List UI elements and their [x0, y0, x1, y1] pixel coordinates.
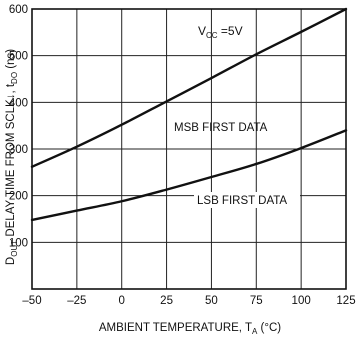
series-label-msb: MSB FIRST DATA [174, 122, 268, 134]
series-label-lsb: LSB FIRST DATA [197, 195, 287, 207]
x-tick-label: 75 [250, 295, 263, 307]
tick-labels: –50 –25 0 25 50 75 100 125 100 200 300 400 500 600 [9, 4, 356, 307]
x-tick-label: –25 [67, 295, 86, 307]
y-tick-label: 400 [9, 97, 28, 109]
series-line-msb [30, 7, 348, 168]
x-tick-label: 50 [205, 295, 218, 307]
vcc-rest: =5V [218, 24, 243, 38]
y-tick-label: 100 [9, 237, 28, 249]
y-tick-label: 300 [9, 144, 28, 156]
series-line-lsb [30, 129, 348, 222]
vcc-sub: CC [206, 31, 218, 40]
plot-frame [31, 8, 347, 290]
series-label-lsb-background [194, 192, 300, 208]
x-tick-label: 25 [160, 295, 173, 307]
y-tick-label: 600 [9, 4, 28, 16]
x-tick-label: 125 [336, 295, 355, 307]
x-tick-label: 0 [119, 295, 125, 307]
x-tick-label: –50 [22, 295, 41, 307]
y-tick-label: 200 [9, 191, 28, 203]
y-axis-label: DOUT DELAY TIME FROM SCLK↓, tDO (ns) [5, 49, 19, 265]
vcc-v: V [198, 24, 206, 38]
x-tick-label: 100 [292, 295, 311, 307]
series-lines [30, 7, 348, 222]
vcc-condition-label: VCC =5V [198, 24, 243, 40]
y-tick-label: 500 [9, 51, 28, 63]
x-axis-label: AMBIENT TEMPERATURE, TA (°C) [99, 322, 281, 336]
